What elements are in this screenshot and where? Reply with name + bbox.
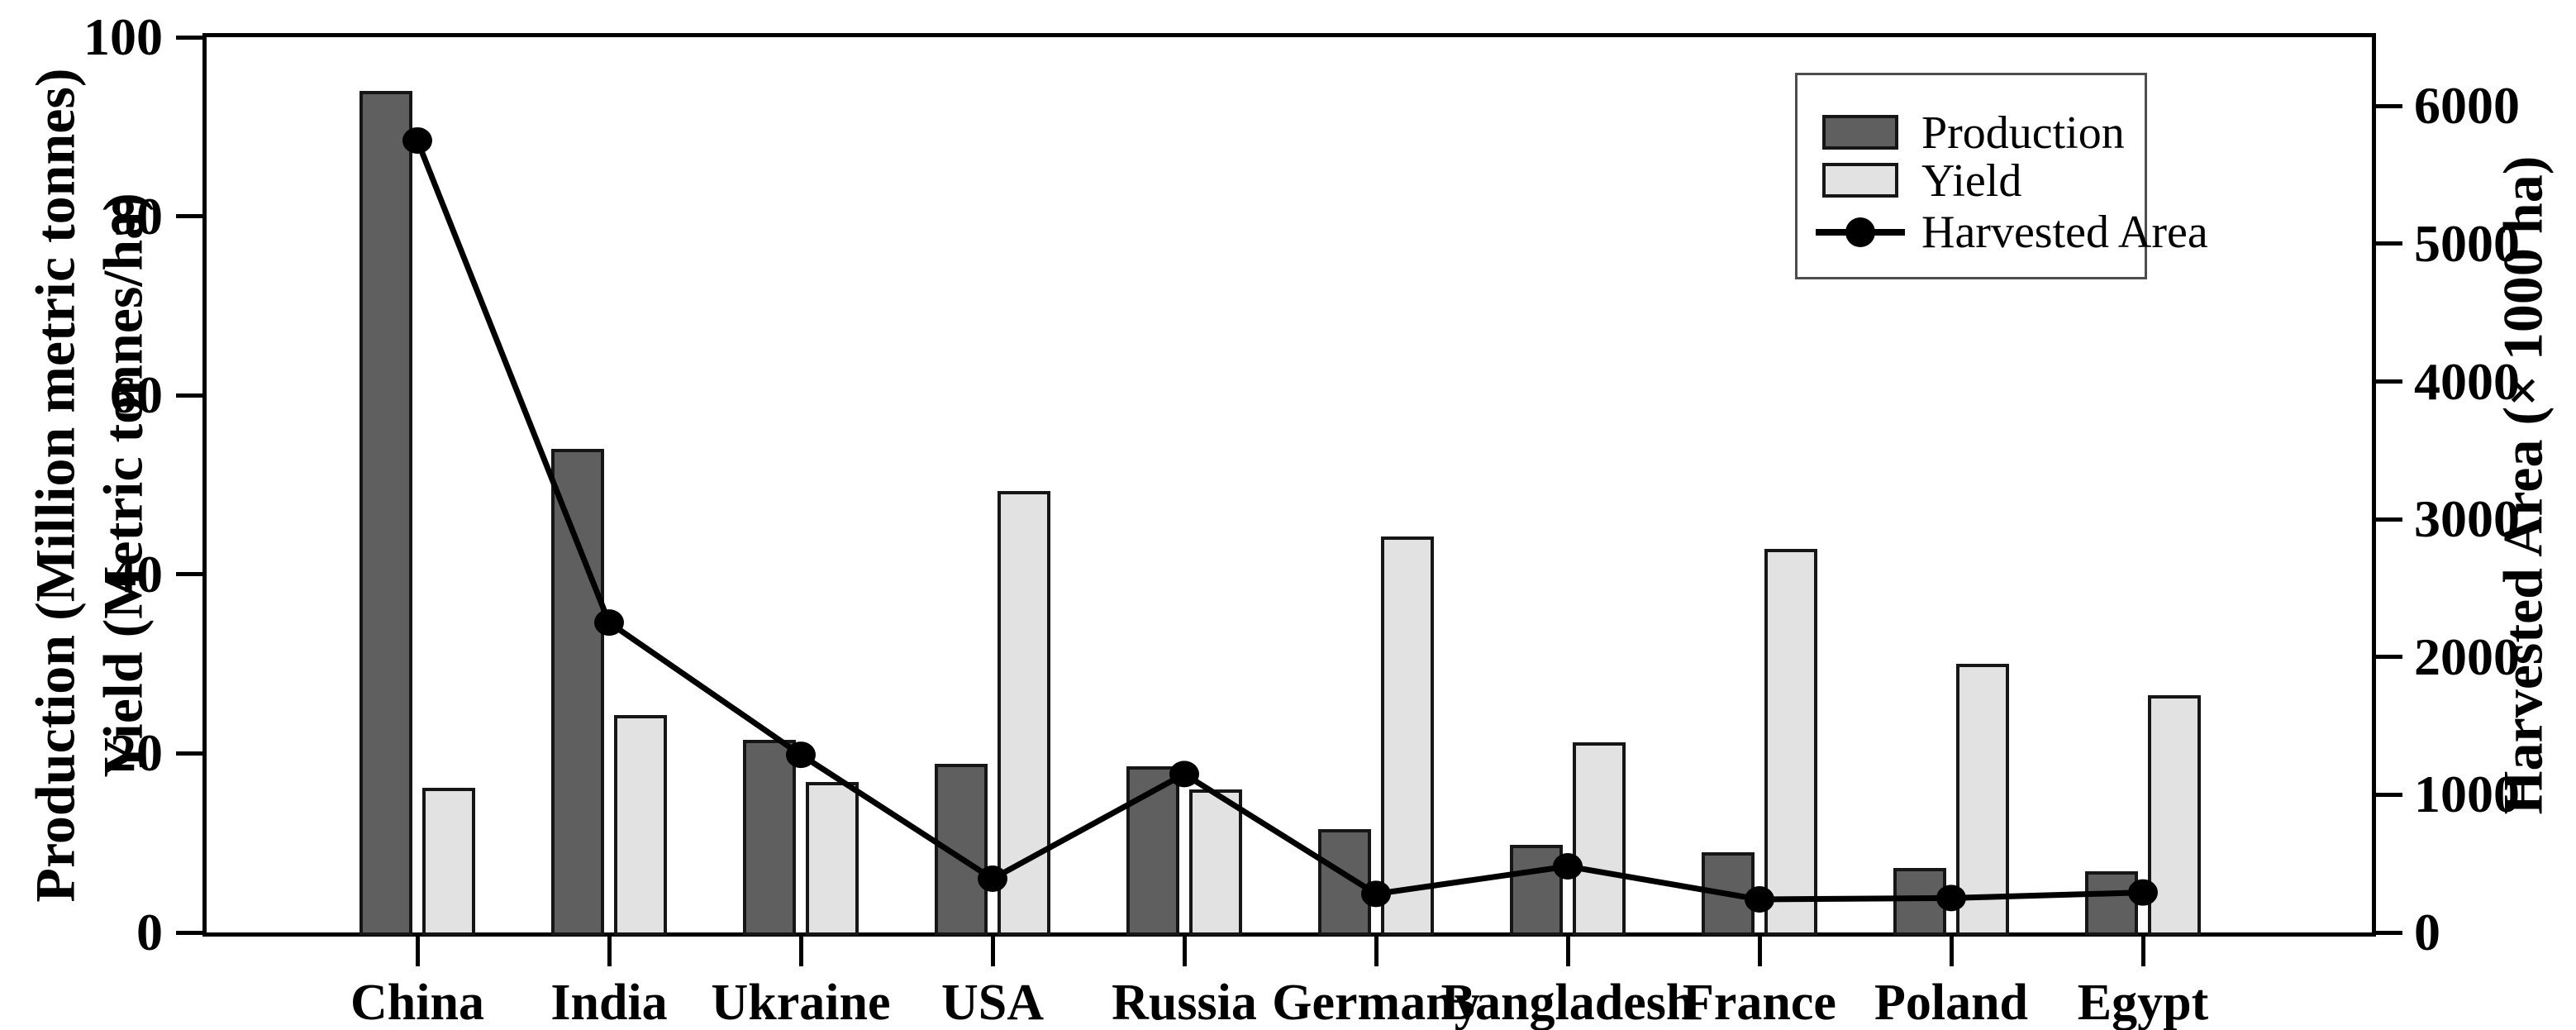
right-axis-tick <box>2376 655 2402 660</box>
left-axis-tick-label: 0 <box>136 903 163 961</box>
yield-bar <box>2148 695 2201 936</box>
right-axis-tick-label: 1000 <box>2414 765 2520 824</box>
left-axis-tick <box>176 35 202 40</box>
right-axis-tick-label: 4000 <box>2414 351 2520 411</box>
yield-bar <box>1764 549 1817 936</box>
yield-bar <box>1956 664 2009 936</box>
production-bar <box>2085 871 2138 936</box>
x-axis-tick <box>1182 937 1187 966</box>
legend-label: Yield <box>1921 155 2022 207</box>
right-axis-tick-label: 3000 <box>2414 489 2520 549</box>
legend-marker-harvested-area <box>1845 217 1875 247</box>
x-axis-category-label: Bangladesh <box>1440 975 1695 1030</box>
yield-bar <box>422 787 475 936</box>
production-bar <box>1318 829 1371 936</box>
legend-label: Harvested Area <box>1921 207 2208 258</box>
x-axis-tick <box>415 937 420 966</box>
x-axis-tick <box>798 937 803 966</box>
x-axis-category-label: India <box>550 975 668 1030</box>
yield-bar <box>806 782 859 936</box>
production-bar <box>935 764 988 936</box>
x-axis-category-label: USA <box>940 975 1045 1030</box>
x-axis-category-label: Ukraine <box>711 975 891 1030</box>
right-axis-tick-label: 6000 <box>2414 76 2520 136</box>
left-axis-tick-label: 40 <box>110 544 163 603</box>
x-axis-tick <box>1949 937 1954 966</box>
x-axis-category-label: China <box>350 975 484 1030</box>
left-axis-tick-label: 60 <box>110 365 163 425</box>
right-axis-tick-label: 0 <box>2414 903 2440 961</box>
right-axis-tick <box>2376 792 2402 797</box>
production-bar <box>1893 868 1946 936</box>
x-axis-tick <box>1757 937 1762 966</box>
x-axis-category-label: France <box>1683 975 1836 1030</box>
production-bar <box>1510 844 1563 936</box>
x-axis-tick <box>2140 937 2145 966</box>
yield-bar <box>1573 742 1626 936</box>
x-axis-tick <box>990 937 995 966</box>
x-axis-tick <box>1565 937 1570 966</box>
legend-swatch-production <box>1822 115 1898 150</box>
yield-bar <box>1381 536 1434 936</box>
left-axis-tick <box>176 751 202 756</box>
right-axis-tick <box>2376 241 2402 246</box>
left-axis-tick <box>176 393 202 398</box>
left-axis-tick <box>176 214 202 219</box>
right-axis-tick <box>2376 930 2402 935</box>
yield-bar <box>614 714 667 936</box>
production-bar <box>551 449 604 936</box>
left-axis-tick-label: 80 <box>110 186 163 246</box>
left-axis-tick-label: 20 <box>110 723 163 783</box>
production-bar <box>1126 765 1179 936</box>
right-axis-tick <box>2376 103 2402 108</box>
right-axis-tick <box>2376 517 2402 522</box>
yield-bar <box>1189 789 1242 936</box>
x-axis-category-label: Germany <box>1272 975 1480 1030</box>
left-axis-title-yield: Yield (Metric tonnes/ha) <box>91 192 154 778</box>
production-bar <box>359 90 412 936</box>
right-axis-tick-label: 2000 <box>2414 627 2520 686</box>
legend: Production Yield Harvested Area <box>1795 73 2208 279</box>
x-axis-tick <box>607 937 612 966</box>
right-axis-tick <box>2376 379 2402 384</box>
x-axis-category-label: Russia <box>1112 975 1257 1030</box>
left-axis-title-production: Production (Million metric tonnes) <box>23 67 86 903</box>
x-axis-category-label: Egypt <box>2077 975 2209 1030</box>
production-bar <box>1702 851 1755 936</box>
left-axis-tick <box>176 572 202 577</box>
legend-label: Production <box>1921 107 2125 159</box>
left-axis-tick <box>176 930 202 935</box>
left-axis-tick-label: 100 <box>83 7 163 66</box>
production-bar <box>743 740 796 936</box>
right-axis-tick-label: 5000 <box>2414 213 2520 273</box>
x-axis-tick <box>1374 937 1378 966</box>
x-axis-category-label: Poland <box>1874 975 2029 1030</box>
legend-swatch-yield <box>1822 163 1898 198</box>
yield-bar <box>998 491 1050 936</box>
